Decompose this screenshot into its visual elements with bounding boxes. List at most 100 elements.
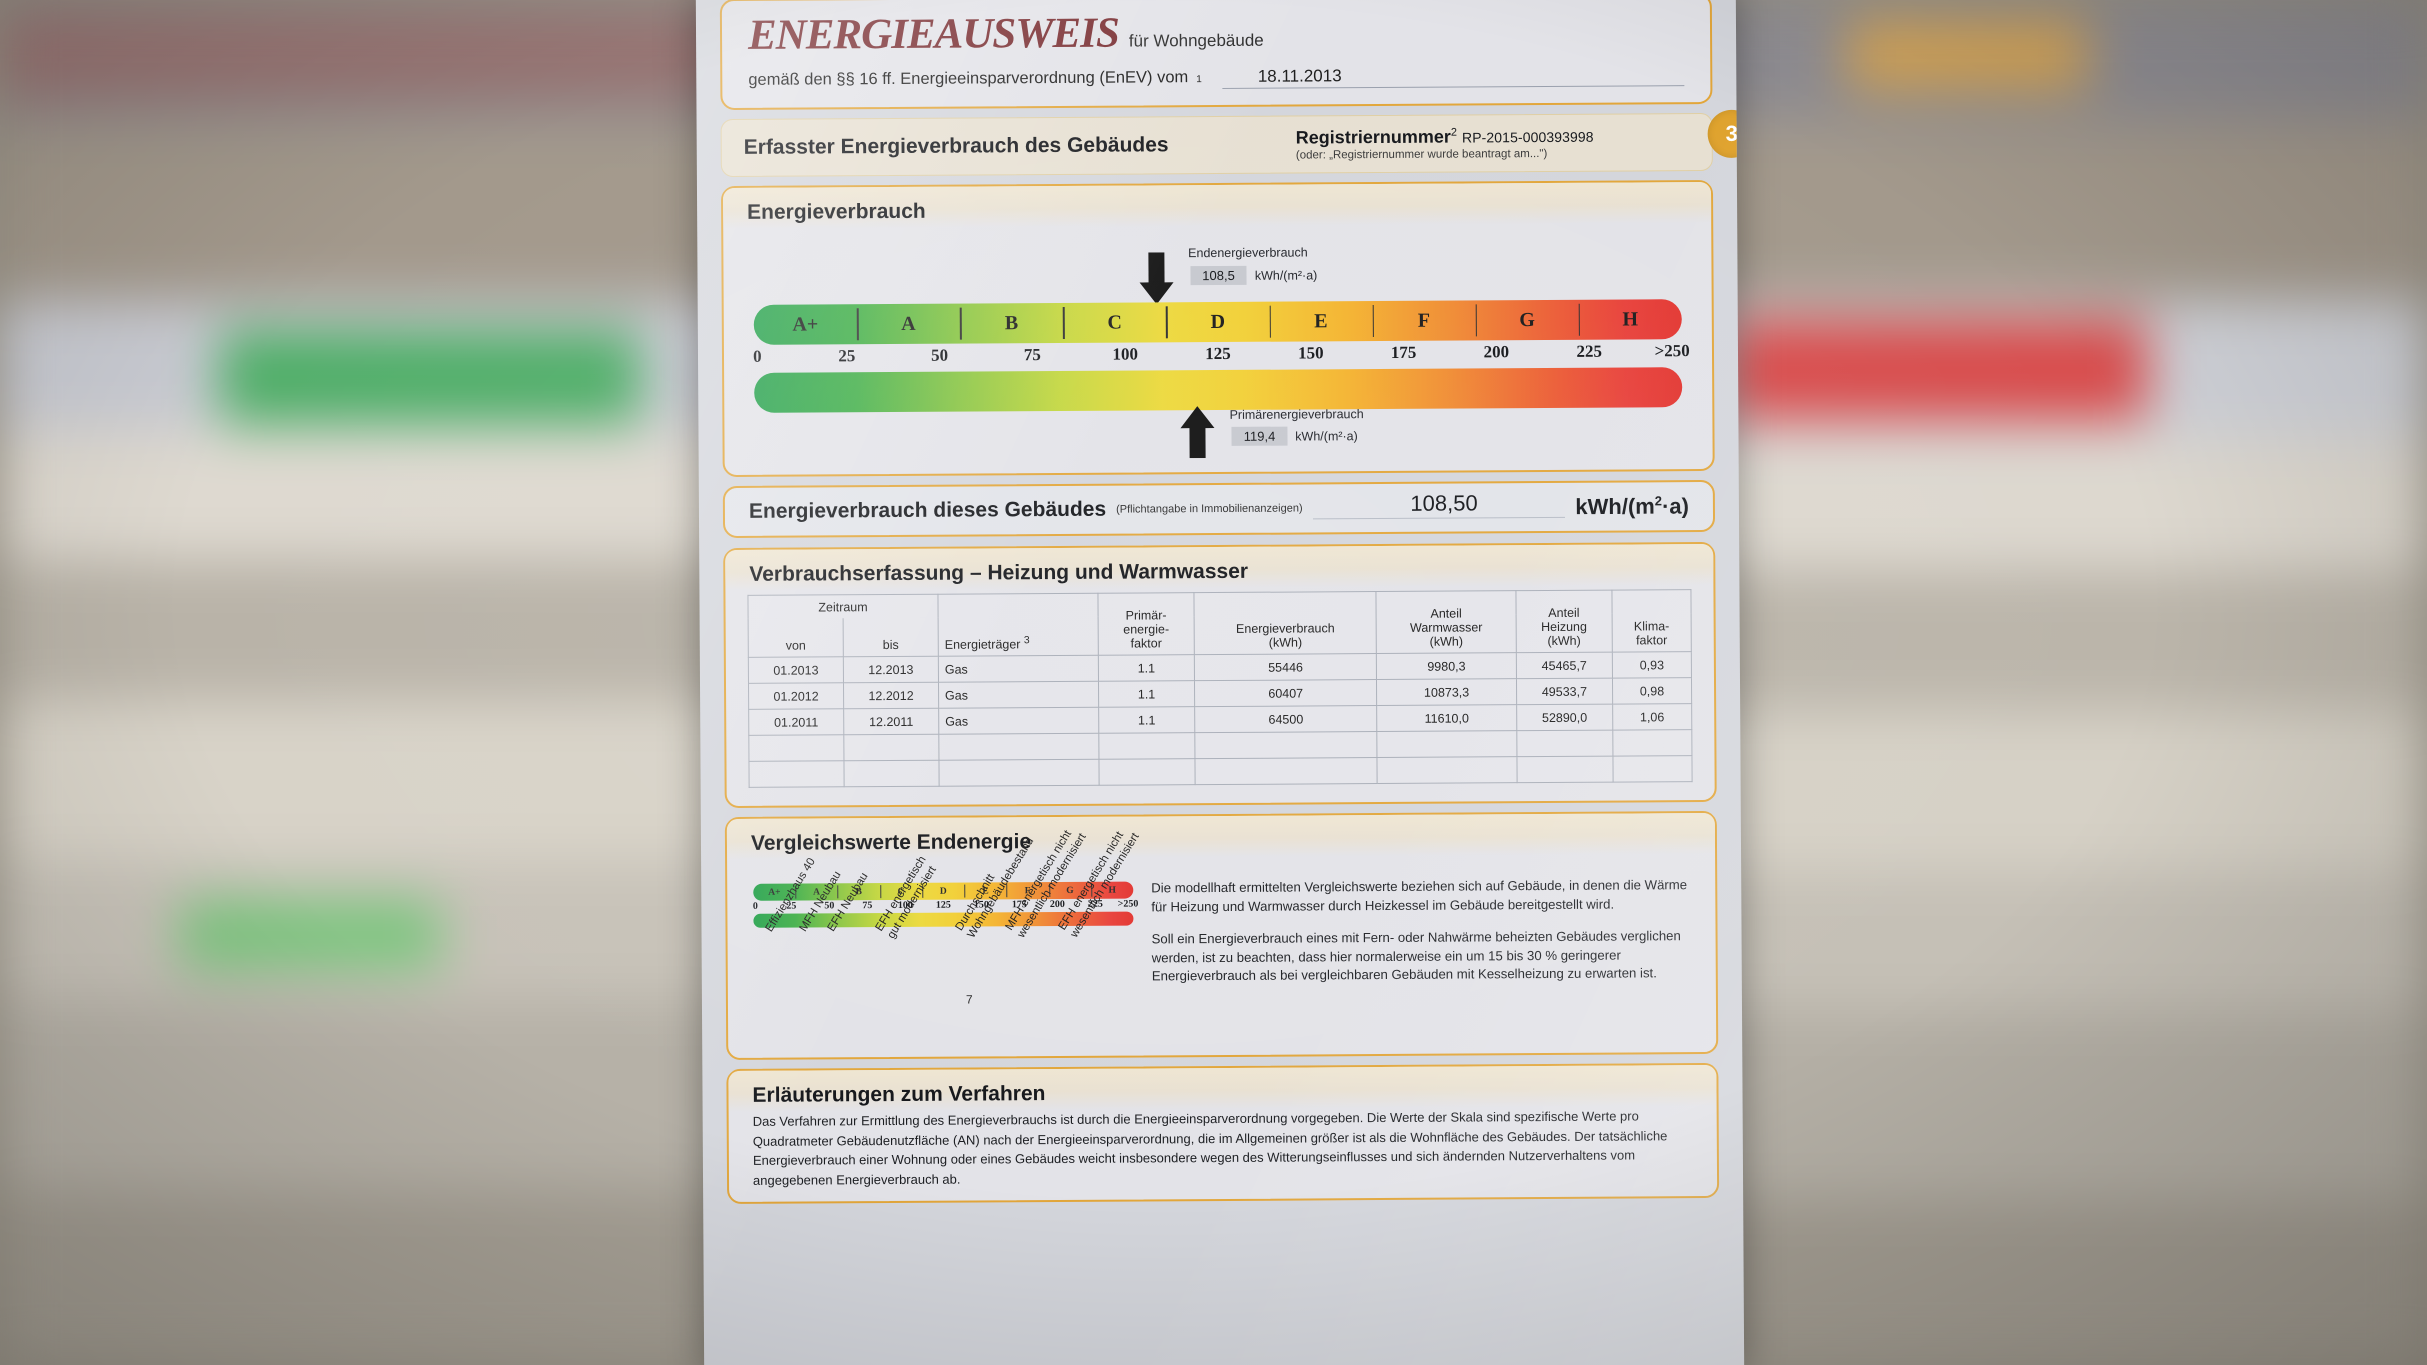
table-cell-verbrauch: 55446 bbox=[1194, 653, 1377, 681]
section-title-comparison: Vergleichswerte Endenergie bbox=[726, 813, 1716, 861]
comparison-reference-labels: Effizienzhaus 40 MFH Neubau EFH Neubau EFH … bbox=[753, 829, 1141, 1048]
table-cell-klima: 1,06 bbox=[1612, 703, 1692, 731]
registration-footnote: 2 bbox=[1450, 126, 1457, 139]
table-cell-klima bbox=[1612, 729, 1692, 757]
table-cell-klima: 0,93 bbox=[1612, 651, 1692, 679]
table-cell-pef bbox=[1098, 732, 1195, 760]
scale-tick-10: >250 bbox=[1654, 341, 1690, 361]
primary-energy-label: Primärenergieverbrauch bbox=[1229, 407, 1364, 422]
scale-class-H: H bbox=[1579, 299, 1682, 340]
issue-date-field[interactable]: 18.11.2013 bbox=[1221, 64, 1685, 89]
table-cell-warmwasser bbox=[1377, 731, 1517, 758]
scale-tick-0: 0 bbox=[753, 346, 762, 366]
scale-class-D: D bbox=[1166, 302, 1269, 343]
table-cell-heizung bbox=[1516, 730, 1613, 758]
mini-scale-tick-8: 200 bbox=[1049, 899, 1065, 911]
end-energy-unit: kWh/(m²·a) bbox=[1254, 267, 1318, 283]
table-cell-warmwasser bbox=[1377, 757, 1517, 784]
scale-class-E: E bbox=[1269, 301, 1372, 342]
energy-scale-chart: Endenergieverbrauch 108,5 kWh/(m²·a) A+ A… bbox=[723, 223, 1712, 475]
scale-class-C: C bbox=[1063, 302, 1166, 343]
table-cell-verbrauch: 60407 bbox=[1194, 679, 1377, 707]
scale-tick-4: 100 bbox=[1112, 344, 1138, 364]
table-cell-verbrauch: 64500 bbox=[1194, 705, 1378, 733]
scale-class-B: B bbox=[960, 303, 1063, 344]
table-cell-pef: 1.1 bbox=[1098, 680, 1195, 708]
section-title-recorded-consumption: Erfasster Energieverbrauch des Gebäudes bbox=[743, 133, 1169, 159]
table-cell-von: 01.2012 bbox=[748, 683, 844, 710]
table-cell-warmwasser: 11610,0 bbox=[1376, 705, 1517, 732]
background-blur-left bbox=[0, 0, 740, 1365]
building-consumption-value: 108,50 bbox=[1410, 490, 1478, 516]
page-title: ENERGIEAUSWEIS bbox=[747, 9, 1119, 59]
table-cell-heizung: 52890,0 bbox=[1516, 704, 1613, 732]
table-cell-traeger bbox=[938, 759, 1100, 787]
end-energy-label: Endenergieverbrauch bbox=[1188, 245, 1308, 261]
scale-class-Aplus: A+ bbox=[792, 312, 819, 336]
table-header-energy-source: Energieträger 3 bbox=[937, 593, 1099, 657]
section-title-explanations: Erläuterungen zum Verfahren bbox=[728, 1065, 1717, 1113]
table-cell-bis bbox=[843, 734, 939, 762]
mini-scale-tick-10: >250 bbox=[1117, 898, 1139, 910]
table-cell-bis bbox=[843, 760, 940, 788]
scale-tick-6: 150 bbox=[1297, 343, 1324, 363]
scale-band-bottom bbox=[754, 367, 1683, 413]
scale-tick-2: 50 bbox=[931, 345, 949, 365]
building-consumption-field[interactable]: 108,50 bbox=[1312, 491, 1566, 520]
table-cell-bis: 12.2013 bbox=[843, 656, 939, 684]
building-consumption-note: (Pflichtangabe in Immobilienanzeigen) bbox=[1116, 502, 1303, 516]
table-cell-bis: 12.2012 bbox=[843, 682, 939, 710]
table-cell-bis: 12.2011 bbox=[843, 708, 939, 736]
scale-tick-5: 125 bbox=[1205, 343, 1231, 364]
building-consumption-label: Energieverbrauch dieses Gebäudes bbox=[748, 497, 1107, 524]
table-cell-pef: 1.1 bbox=[1098, 654, 1195, 682]
table-cell-traeger: Gas bbox=[938, 707, 1099, 735]
table-cell-verbrauch bbox=[1194, 731, 1378, 759]
table-cell-warmwasser: 9980,3 bbox=[1376, 653, 1517, 680]
table-header-heating: Anteil Heizung (kWh) bbox=[1515, 590, 1613, 654]
table-cell-warmwasser: 10873,3 bbox=[1376, 679, 1517, 706]
table-header-climate-factor: Klima-faktor bbox=[1611, 589, 1692, 653]
table-row[interactable] bbox=[748, 755, 1693, 788]
table-header-to: bis bbox=[843, 617, 939, 658]
table-cell-von: 01.2011 bbox=[748, 709, 844, 736]
table-header-hot-water: Anteil Warmwasser (kWh) bbox=[1376, 591, 1517, 654]
scale-tick-8: 200 bbox=[1483, 342, 1510, 362]
scale-tick-labels: 0 25 50 75 100 125 150 175 200 225 >250 bbox=[753, 341, 1690, 371]
explanations-panel: Erläuterungen zum Verfahren Das Verfahre… bbox=[726, 1063, 1720, 1205]
table-cell-von: 01.2013 bbox=[748, 657, 844, 684]
table-header-from: von bbox=[748, 618, 844, 658]
table-cell-von bbox=[748, 735, 844, 762]
scale-class-G: G bbox=[1475, 300, 1578, 341]
consumption-table: Zeitraum Energieträger 3 Primär-energie-… bbox=[747, 589, 1693, 788]
scale-class-F: F bbox=[1372, 300, 1475, 341]
energy-scale: A+ A B C D E F G H 0 25 50 75 100 125 150 175 200 225 >250 bbox=[753, 295, 1690, 413]
primary-energy-unit: kWh/(m²·a) bbox=[1295, 428, 1358, 444]
comparison-text-block: Die modellhaft ermittelten Vergleichswer… bbox=[1151, 860, 1690, 1045]
background-blur-right bbox=[1667, 0, 2427, 1365]
comparison-paragraph-1: Die modellhaft ermittelten Vergleichswer… bbox=[1151, 877, 1688, 915]
legal-basis-footnote: 1 bbox=[1196, 74, 1202, 86]
building-consumption-unit: kWh/(m2·a) bbox=[1575, 493, 1690, 520]
table-header-consumption: Energieverbrauch (kWh) bbox=[1193, 591, 1377, 655]
table-cell-pef: 1.1 bbox=[1098, 706, 1195, 734]
comparison-scale-block: A+ A B C D E F G H 0 25 50 75 100 125 150 175 200 225 >250… bbox=[753, 829, 1141, 1048]
table-cell-pef bbox=[1098, 758, 1196, 786]
table-cell-traeger: Gas bbox=[938, 681, 1099, 709]
table-cell-traeger: Gas bbox=[938, 655, 1099, 683]
table-header-primary-factor: Primär-energie-faktor bbox=[1097, 592, 1195, 656]
certificate-header: ENERGIEAUSWEIS für Wohngebäude gemäß den… bbox=[719, 0, 1713, 111]
energy-consumption-panel: Energieverbrauch Endenergieverbrauch 108… bbox=[720, 179, 1715, 478]
explanations-body: Das Verfahren zur Ermittlung des Energie… bbox=[752, 1108, 1668, 1188]
energy-certificate-page: ENERGIEAUSWEIS für Wohngebäude gemäß den… bbox=[695, 0, 1745, 1365]
table-cell-von bbox=[748, 761, 845, 788]
scale-class-letters: A+ A B C D E F G H bbox=[754, 299, 1682, 345]
registration-label: Registriernummer bbox=[1295, 126, 1451, 148]
end-energy-value: 108,5 bbox=[1190, 265, 1247, 286]
scale-tick-3: 75 bbox=[1023, 345, 1041, 365]
consumption-table-panel: Verbrauchserfassung – Heizung und Warmwa… bbox=[723, 542, 1717, 809]
end-energy-marker-arrow bbox=[1138, 252, 1174, 305]
table-cell-verbrauch bbox=[1194, 757, 1378, 785]
registration-alt-note: (oder: „Registriernummer wurde beantragt… bbox=[1295, 147, 1548, 162]
